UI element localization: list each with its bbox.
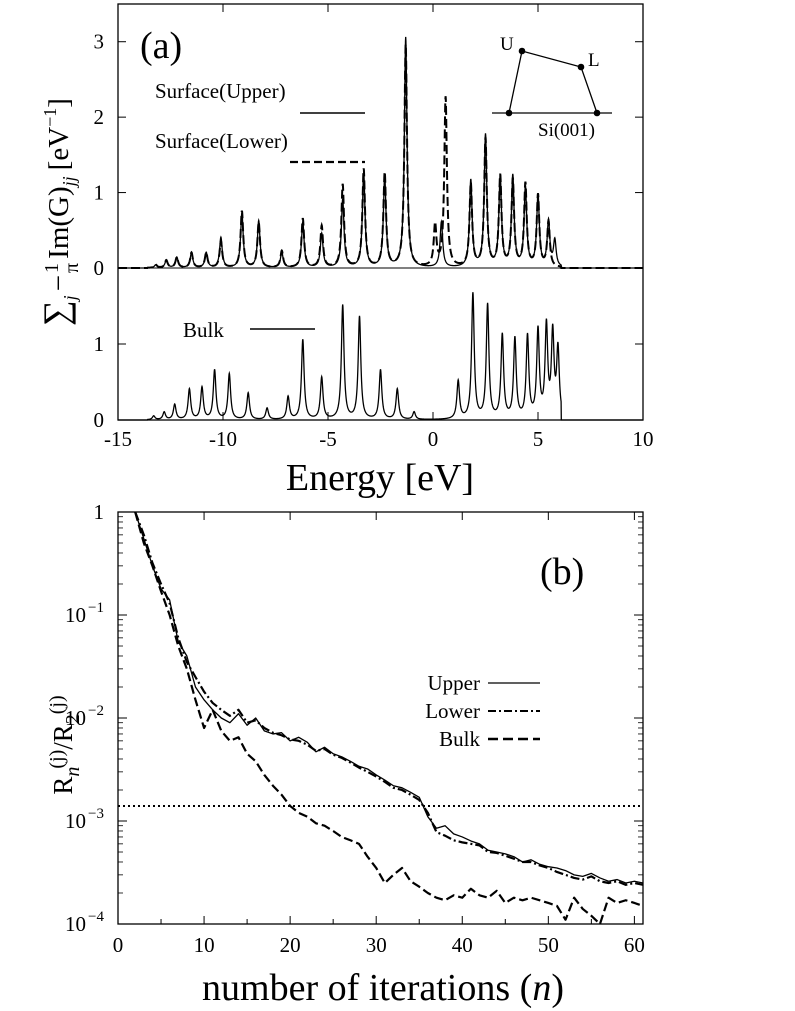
panel-b-label: (b): [540, 551, 584, 593]
a-xtick-label: -15: [104, 427, 132, 451]
b-xtick-label: 30: [366, 933, 387, 957]
panel-a-ylabel-text: ∑j−1πIm(G)jj[eV−1]: [36, 98, 83, 326]
series-b-lower: [134, 511, 644, 886]
legend-top: Surface(Upper) Surface(Lower): [155, 79, 365, 164]
a-xtick-label: -10: [209, 427, 237, 451]
legend-surface-lower: Surface(Lower): [155, 129, 288, 153]
ylabel-frac-num: 1: [41, 263, 63, 273]
a-xtick-label: 10: [633, 427, 654, 451]
panel-b-curves: [118, 511, 644, 926]
a-xtick-label: 5: [533, 427, 544, 451]
b-xtick-label: 50: [538, 933, 559, 957]
panel-a-curves: [118, 36, 643, 421]
panel-b-ylabel: Rn(j)/R2(j): [46, 695, 84, 794]
b-ytick-label: 10: [65, 706, 86, 730]
b-ytick-label: 10: [65, 809, 86, 833]
ylabel-b-two: 2: [62, 714, 84, 724]
ylabel-b-slash: /R: [48, 724, 78, 750]
ylabel-body: Im(G): [43, 186, 75, 258]
b-xtick-label: 40: [452, 933, 473, 957]
a-bot-ytick-label: 0: [94, 408, 105, 432]
a-top-ytick-label: 2: [94, 105, 105, 129]
panel-a: -15 -10 -5 0 5 10 0 1 2 3 0 1 (a) Surface(Upper) Su…: [36, 3, 654, 499]
xlabel-b-text: number of iterations (: [202, 967, 532, 1009]
series-bulk: [118, 292, 643, 421]
ylabel-b-j1: (j): [46, 750, 68, 769]
ylabel-unit-sup: −1: [40, 108, 60, 127]
si001-inset: U L Si(001): [492, 34, 612, 141]
b-ytick-label: 1: [94, 500, 105, 524]
b-xtick-label: 20: [280, 933, 301, 957]
panel-a-ticks: -15 -10 -5 0 5 10 0 1 2 3 0 1: [94, 4, 654, 451]
b-ytick-exp: −1: [88, 600, 104, 616]
legend-b: Upper Lower Bulk: [425, 671, 540, 751]
panel-b-xlabel: number of iterations (n): [202, 967, 564, 1009]
ylabel-sub-j: j: [60, 295, 80, 302]
xlabel-b-n: n: [532, 967, 551, 1009]
b-xtick-label: 10: [194, 933, 215, 957]
series-b-bulk: [134, 511, 644, 926]
panel-a-ylabel: ∑j−1πIm(G)jj[eV−1]: [36, 98, 83, 326]
b-ytick-base: 1: [94, 500, 105, 524]
a-xtick-label: -5: [319, 427, 337, 451]
panel-a-label: (a): [140, 25, 182, 67]
ylabel-minus: −: [43, 275, 75, 291]
b-ytick-base: 10: [65, 809, 86, 833]
ylabel-frac-den: π: [61, 263, 83, 273]
ylabel-body-sub: jj: [59, 176, 79, 188]
legend-upper: Upper: [428, 671, 480, 695]
xlabel-b-close: ): [551, 967, 564, 1009]
inset-atom-base-right: [593, 109, 601, 117]
b-xtick-label: 0: [113, 933, 124, 957]
ylabel-b-r1: R: [48, 777, 78, 795]
b-ytick-exp: −3: [88, 806, 104, 822]
b-ytick-exp: −4: [88, 909, 104, 925]
panel-b-ylabel-text: Rn(j)/R2(j): [46, 695, 84, 794]
inset-label-upper: U: [500, 34, 514, 55]
b-ytick-label: 10: [65, 603, 86, 627]
b-ytick-base: 10: [65, 706, 86, 730]
b-xtick-label: 60: [624, 933, 645, 957]
inset-label-surface: Si(001): [538, 120, 595, 141]
inset-atom-lower: [577, 63, 585, 71]
ylabel-b-j2: (j): [46, 695, 68, 714]
inset-atom-base-left: [505, 109, 513, 117]
a-xtick-label: 0: [428, 427, 439, 451]
ylabel-sum: ∑: [36, 300, 76, 326]
inset-label-lower: L: [588, 50, 600, 71]
inset-atom-upper: [518, 47, 526, 55]
ylabel-unit-close: ]: [43, 98, 75, 108]
legend-lower: Lower: [425, 699, 480, 723]
a-top-ytick-label: 3: [94, 30, 105, 54]
panel-a-frame: [117, 3, 644, 421]
a-top-ytick-label: 1: [94, 181, 105, 205]
series-b-upper: [134, 511, 644, 884]
legend-surface-upper: Surface(Upper): [155, 79, 286, 103]
b-ytick-base: 10: [65, 912, 86, 936]
series-surface-lower: [118, 44, 643, 269]
a-bot-ytick-label: 1: [94, 332, 105, 356]
b-ytick-exp: −2: [88, 703, 104, 719]
b-ytick-base: 10: [65, 603, 86, 627]
b-ytick-label: 10: [65, 912, 86, 936]
legend-bottom: Bulk: [183, 318, 315, 342]
inset-bonds: [508, 50, 598, 114]
a-top-ytick-label: 0: [94, 256, 105, 280]
legend-bulk-b: Bulk: [439, 727, 480, 751]
panel-a-xlabel: Energy [eV]: [286, 457, 474, 499]
legend-bulk-a: Bulk: [183, 318, 224, 342]
ylabel-unit: [eV: [43, 127, 75, 171]
ylabel-b-n: n: [62, 767, 84, 777]
